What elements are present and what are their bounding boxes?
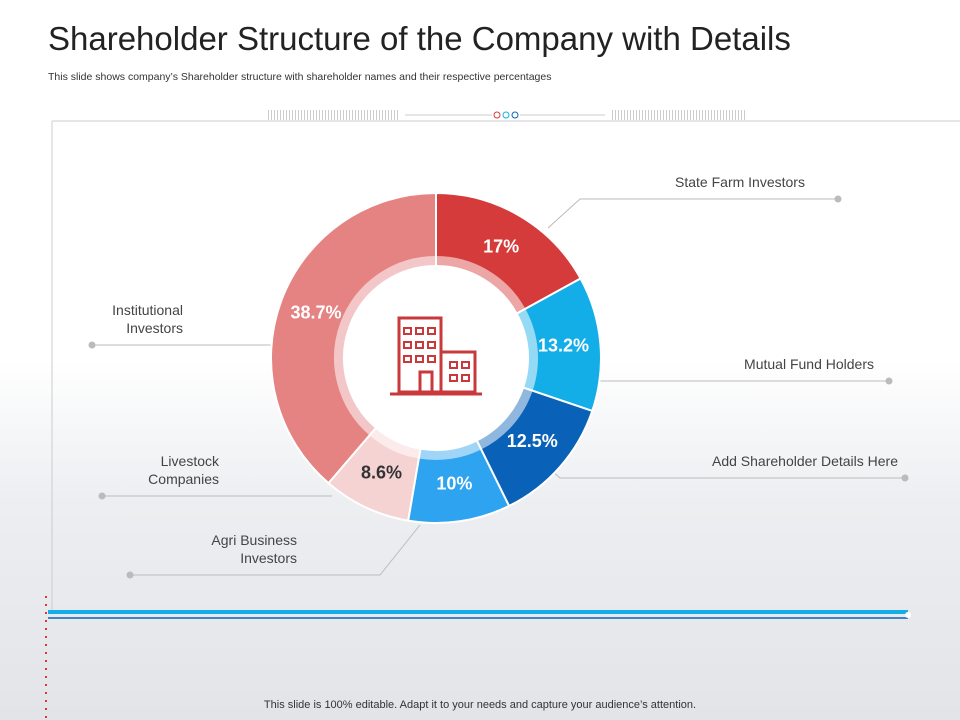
value-label: 12.5% xyxy=(507,431,558,451)
value-label: 13.2% xyxy=(538,336,589,356)
value-label: 38.7% xyxy=(290,302,341,322)
footer: This slide is 100% editable. Adapt it to… xyxy=(263,699,697,711)
decor xyxy=(45,110,960,720)
category-label: Institutional Investors xyxy=(112,302,183,336)
value-label: 8.6% xyxy=(361,463,402,483)
subtitle: This slide shows company’s Shareholder s… xyxy=(48,71,552,83)
inner-ring xyxy=(334,256,437,436)
inner-ring xyxy=(516,308,538,391)
inner-ring xyxy=(418,440,482,460)
category-label: Agri Business Investors xyxy=(211,532,297,566)
inner-ring xyxy=(435,256,526,314)
category-label: Mutual Fund Holders xyxy=(744,356,874,372)
building-icon xyxy=(390,316,482,396)
category-label: State Farm Investors xyxy=(675,174,805,190)
inner-ring xyxy=(369,427,421,459)
leader-lines xyxy=(88,195,909,579)
category-label: Livestock Companies xyxy=(148,453,219,487)
value-label: 10% xyxy=(436,473,472,493)
value-label: 17% xyxy=(483,237,519,257)
inner-ring xyxy=(476,387,533,450)
category-label: Add Shareholder Details Here xyxy=(712,453,898,469)
title: Shareholder Structure of the Company wit… xyxy=(48,20,791,57)
